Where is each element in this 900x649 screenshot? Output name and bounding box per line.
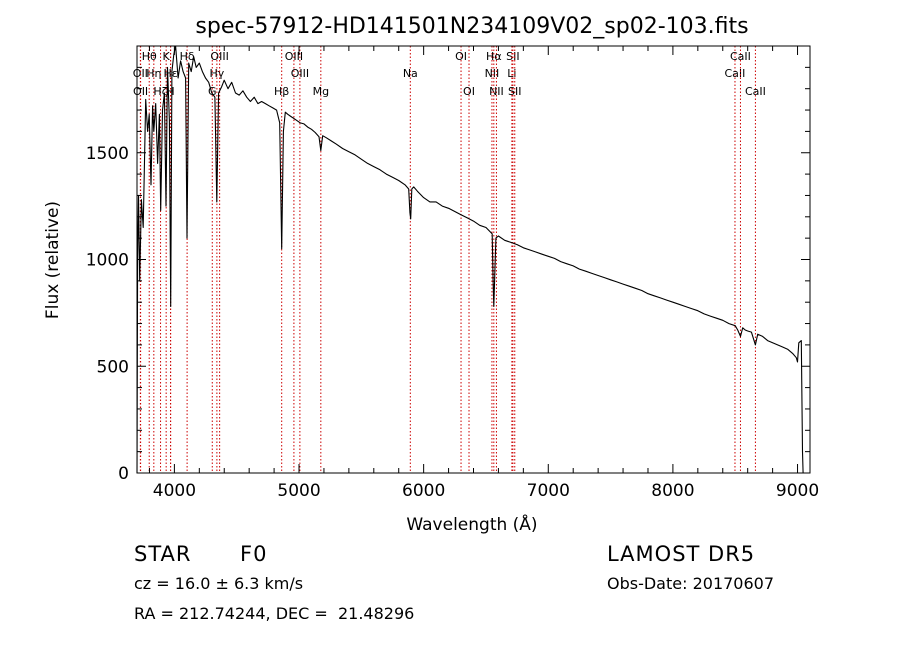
x-tick-label: 7000 — [527, 481, 570, 501]
x-tick-label: 8000 — [651, 481, 694, 501]
chart-title: spec-57912-HD141501N234109V02_sp02-103.f… — [195, 14, 748, 39]
line-marker-label: CaII — [730, 50, 751, 63]
line-marker-label: Hη — [146, 67, 161, 80]
line-marker-label: OIII — [285, 50, 303, 63]
line-markers: HθOIIOIIHηHζKHHεHδGHγOIIIHβOIIIOIIIMgNaO… — [133, 46, 766, 473]
line-marker-label: Hθ — [142, 50, 157, 63]
object-class: STAR — [134, 542, 192, 566]
y-tick-label: 1500 — [86, 144, 129, 164]
line-marker-label: G — [208, 85, 217, 98]
survey-name: LAMOST DR5 — [607, 542, 756, 566]
line-marker-label: Hα — [486, 50, 502, 63]
line-marker-label: Mg — [313, 85, 329, 98]
line-marker-label: SII — [508, 85, 521, 98]
y-tick-label: 0 — [118, 464, 129, 484]
line-marker-label: NII — [485, 67, 500, 80]
line-marker-label: Na — [403, 67, 418, 80]
line-marker-label: OI — [455, 50, 467, 63]
line-marker-label: Hβ — [274, 85, 289, 98]
y-tick-label: 500 — [97, 357, 129, 377]
x-axis-ticks: 4000 5000 6000 7000 8000 9000 — [148, 46, 819, 501]
line-marker-label: Hγ — [209, 67, 224, 80]
coordinates: RA = 212.74244, DEC = 21.48296 — [134, 604, 415, 623]
x-tick-label: 6000 — [402, 481, 445, 501]
line-marker-label: OI — [463, 85, 475, 98]
line-marker-label: OIII — [210, 50, 228, 63]
plot-area — [136, 45, 811, 474]
x-tick-label: 9000 — [776, 481, 819, 501]
line-marker-label: SII — [506, 50, 519, 63]
line-marker-label: Li — [507, 67, 516, 80]
spectrum-line — [136, 45, 804, 474]
y-axis-ticks: 0 500 1000 1500 — [86, 66, 810, 484]
line-marker-label: CaII — [725, 67, 746, 80]
plot-frame — [136, 45, 811, 474]
line-marker-label: OII — [133, 85, 148, 98]
y-axis-label: Flux (relative) — [43, 201, 63, 319]
line-marker-label: CaII — [745, 85, 766, 98]
y-tick-label: 1000 — [86, 251, 129, 271]
line-marker-label: NII — [489, 85, 504, 98]
object-subclass: F0 — [240, 542, 268, 566]
line-marker-label: Hδ — [180, 50, 195, 63]
observation-date: Obs-Date: 20170607 — [607, 574, 775, 593]
x-tick-label: 5000 — [277, 481, 320, 501]
line-marker-label: K — [163, 50, 171, 63]
x-tick-label: 4000 — [153, 481, 196, 501]
redshift-value: cz = 16.0 ± 6.3 km/s — [134, 574, 304, 593]
x-axis-label: Wavelength (Å) — [406, 513, 537, 535]
line-marker-label: OIII — [291, 67, 309, 80]
line-marker-label: Hε — [164, 67, 178, 80]
